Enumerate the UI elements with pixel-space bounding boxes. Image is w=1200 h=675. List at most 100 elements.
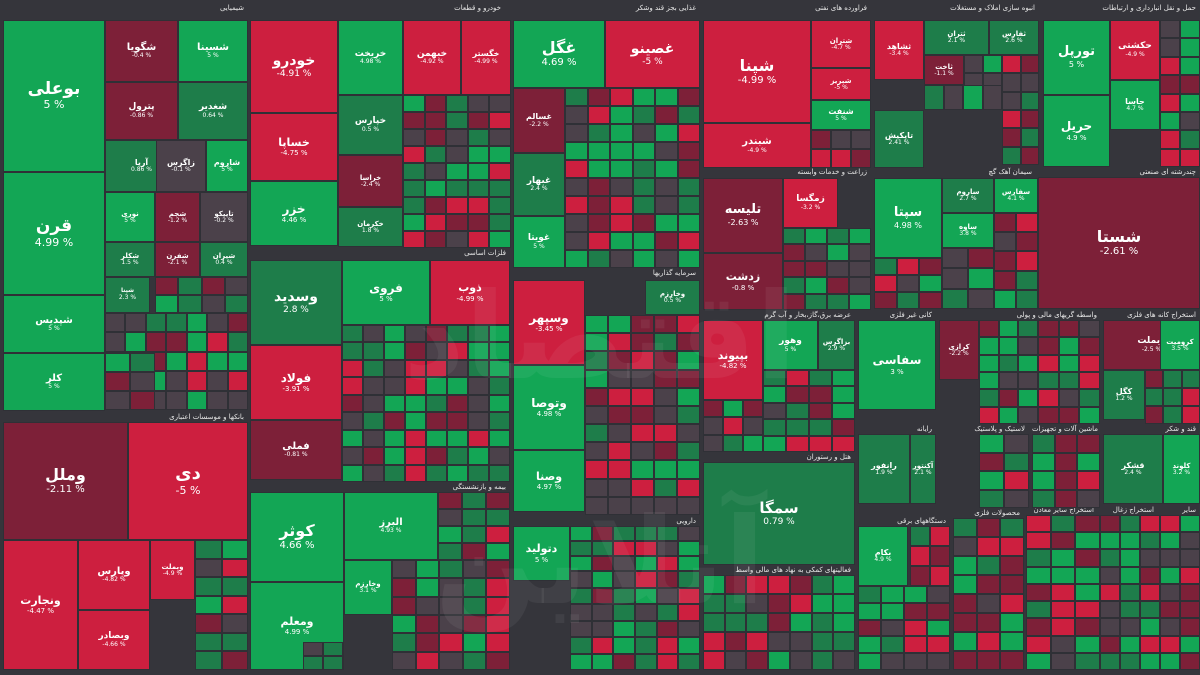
stock-tile-small[interactable] [849, 277, 871, 294]
stock-tile-small[interactable] [849, 293, 871, 310]
stock-tile-small[interactable] [1018, 372, 1038, 390]
stock-tile-small[interactable] [1054, 434, 1078, 453]
stock-tile[interactable]: غگل 4.69 % [513, 20, 605, 88]
stock-tile-small[interactable] [1000, 556, 1024, 575]
stock-tile-small[interactable] [342, 464, 363, 482]
stock-tile-small[interactable] [467, 129, 490, 146]
stock-tile-small[interactable] [858, 619, 881, 637]
stock-tile-small[interactable] [186, 371, 208, 391]
stock-tile-small[interactable] [1180, 635, 1200, 653]
stock-tile[interactable]: سپتا 4.98 % [874, 178, 942, 258]
stock-tile-small[interactable] [207, 332, 228, 352]
stock-tile-small[interactable] [591, 526, 614, 541]
stock-tile-small[interactable] [446, 95, 468, 112]
stock-tile-small[interactable] [631, 496, 654, 515]
stock-tile-small[interactable] [656, 653, 679, 670]
stock-tile-small[interactable] [486, 509, 510, 526]
stock-tile-small[interactable] [565, 178, 588, 196]
stock-tile-small[interactable] [426, 429, 447, 448]
stock-tile[interactable]: فولاد -3.91 % [250, 345, 342, 420]
stock-tile[interactable]: تاپیکو -0.2 % [200, 192, 248, 242]
stock-tile-small[interactable] [632, 232, 655, 250]
stock-tile-small[interactable] [610, 214, 633, 232]
stock-tile-small[interactable] [1075, 635, 1100, 653]
stock-tile-small[interactable] [904, 653, 927, 670]
stock-tile-small[interactable] [587, 196, 610, 214]
stock-tile-small[interactable] [1079, 389, 1100, 407]
stock-tile-small[interactable] [656, 541, 679, 556]
stock-tile-small[interactable] [1075, 618, 1100, 636]
stock-tile-small[interactable] [1050, 566, 1076, 584]
stock-tile-small[interactable] [1075, 652, 1100, 670]
stock-tile-small[interactable] [677, 142, 700, 160]
stock-tile-small[interactable] [1180, 130, 1200, 149]
stock-tile-small[interactable] [881, 636, 904, 654]
stock-tile-small[interactable] [703, 575, 725, 594]
stock-tile-small[interactable] [426, 325, 447, 343]
stock-tile[interactable]: سفاسی 3 % [858, 320, 936, 410]
stock-tile-small[interactable] [831, 149, 851, 168]
stock-tile-small[interactable] [678, 653, 700, 670]
stock-tile-small[interactable] [1075, 583, 1100, 602]
stock-tile-small[interactable] [1140, 566, 1160, 584]
stock-tile-small[interactable] [405, 325, 426, 343]
stock-tile-small[interactable] [462, 596, 487, 615]
stock-tile-small[interactable] [392, 615, 416, 634]
stock-tile-small[interactable] [446, 129, 468, 146]
stock-tile-small[interactable] [447, 412, 468, 430]
stock-tile-small[interactable] [1140, 618, 1160, 636]
stock-tile-small[interactable] [783, 228, 805, 245]
stock-tile-small[interactable] [811, 130, 831, 149]
stock-tile-small[interactable] [613, 653, 635, 670]
stock-tile[interactable]: نوری 5 % [105, 192, 155, 242]
stock-tile-small[interactable] [1000, 632, 1024, 651]
stock-tile-small[interactable] [489, 112, 511, 129]
stock-tile-small[interactable] [468, 412, 489, 430]
stock-tile[interactable]: غصینو -5 % [605, 20, 700, 88]
stock-tile[interactable]: کوثر 4.66 % [250, 492, 344, 582]
stock-tile[interactable]: حریل 4.9 % [1043, 95, 1110, 167]
stock-tile-small[interactable] [1038, 372, 1059, 390]
stock-tile-small[interactable] [570, 587, 592, 604]
stock-tile-small[interactable] [1026, 635, 1051, 653]
stock-tile-small[interactable] [447, 359, 468, 378]
stock-tile-small[interactable] [403, 163, 425, 180]
stock-tile-small[interactable] [631, 333, 654, 352]
stock-tile-small[interactable] [655, 196, 678, 214]
stock-tile-small[interactable] [489, 377, 510, 395]
stock-tile-small[interactable] [1020, 73, 1039, 92]
stock-tile-small[interactable] [1018, 354, 1038, 372]
stock-tile-small[interactable] [1054, 471, 1078, 490]
stock-tile-small[interactable] [723, 400, 743, 418]
stock-tile[interactable]: دتولید 5 % [513, 526, 570, 581]
stock-tile-small[interactable] [587, 178, 610, 196]
stock-tile-small[interactable] [1075, 532, 1100, 550]
stock-tile-small[interactable] [424, 112, 447, 129]
stock-tile-small[interactable] [363, 464, 384, 482]
stock-tile-small[interactable] [631, 315, 654, 334]
stock-tile-small[interactable] [1018, 320, 1038, 338]
stock-tile-small[interactable] [186, 313, 208, 333]
stock-tile-small[interactable] [654, 387, 677, 406]
stock-tile-small[interactable] [833, 613, 855, 632]
stock-tile-small[interactable] [979, 406, 999, 424]
stock-tile-small[interactable] [195, 595, 222, 615]
stock-tile-small[interactable] [904, 586, 927, 603]
stock-tile-small[interactable] [832, 402, 855, 420]
stock-tile-small[interactable] [130, 391, 155, 410]
stock-tile-small[interactable] [768, 613, 790, 632]
stock-tile-small[interactable] [927, 586, 950, 603]
stock-tile-small[interactable] [631, 351, 654, 370]
stock-tile-small[interactable] [851, 130, 871, 149]
stock-tile[interactable]: بپیوند -4.82 % [703, 320, 763, 400]
stock-tile[interactable]: شیران 0.4 % [200, 242, 248, 277]
stock-tile-small[interactable] [608, 333, 631, 352]
stock-tile-small[interactable] [976, 613, 1001, 632]
stock-tile[interactable]: فروی 5 % [342, 260, 430, 325]
stock-tile-small[interactable] [678, 637, 700, 654]
stock-tile-small[interactable] [924, 85, 944, 110]
stock-tile[interactable]: کرومیت 3.5 % [1160, 320, 1200, 370]
stock-tile-small[interactable] [489, 197, 511, 214]
stock-tile-small[interactable] [342, 359, 363, 378]
stock-tile-small[interactable] [342, 342, 363, 360]
